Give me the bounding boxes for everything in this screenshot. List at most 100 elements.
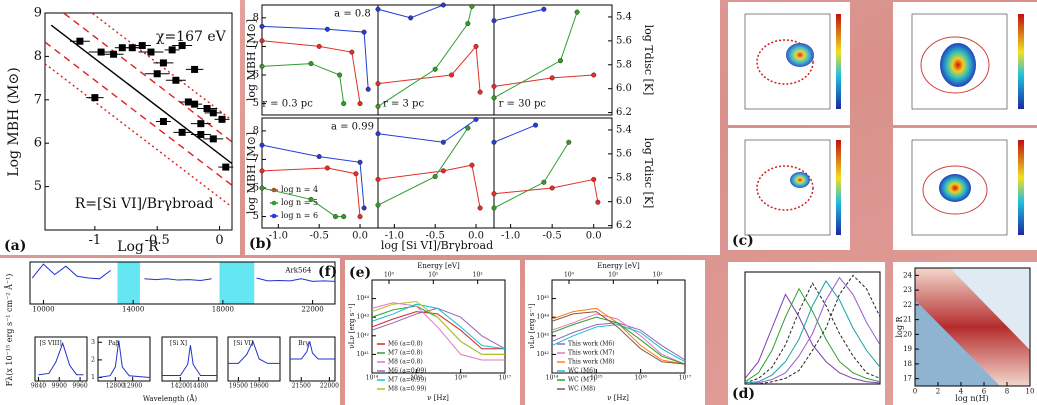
y-axis-label: νLν [erg s⁻¹] [528,303,536,348]
data-point [138,42,146,50]
annotation: χ=167 eV [156,29,227,45]
x-tick-label: 0.0 [468,231,484,242]
series-marker [432,174,438,180]
series-line [62,13,232,143]
x-tick-label: 9840 [31,382,46,389]
y-tick-label: 3 [91,339,95,346]
y2-tick-label: 5.8 [616,172,632,183]
series-marker [465,21,471,27]
series-marker [566,139,572,145]
series-marker [491,18,497,24]
y2-tick-label: 5.4 [616,124,632,135]
series-line [372,311,505,350]
x-tick-label: 14400 [189,382,208,389]
image-panel [728,128,850,250]
data-point [76,37,84,45]
series-marker [408,15,414,21]
annotation: Brγ [298,340,309,347]
series-marker [349,49,355,55]
y-tick-label: 7 [34,92,42,107]
panel-label: (a) [4,238,26,254]
series-line [378,164,481,209]
series-marker [595,199,601,205]
series-line [378,6,473,107]
series-marker [375,6,381,12]
data-point [110,50,118,58]
series-marker [549,75,555,81]
series-line [262,187,344,218]
y-tick-label: 17 [903,375,912,383]
y-tick-label: 5 [34,179,42,194]
data-point [147,48,155,56]
x-tick-label: -0.5 [543,231,562,242]
x2-tick-label: 10¹ [608,272,618,279]
series-marker [357,101,363,107]
legend-label: M8 (a=0.99) [388,386,427,393]
series-marker [259,185,265,191]
series-marker [477,205,483,211]
plot-frame [227,336,281,382]
y-tick-label: 9 [34,6,42,21]
series-marker [491,139,497,145]
plot-frame [44,12,233,231]
x-tick-label: 0.0 [586,231,602,242]
y-tick-label: 2 [91,356,95,363]
series-line [262,25,369,90]
series-line [45,41,232,186]
panel-label: (b) [249,236,272,252]
series-line [31,263,335,282]
data-point [168,46,176,54]
image-content [744,13,1024,236]
series-line [38,341,84,376]
plot-frame [744,271,881,385]
legend-label: log n = 4 [281,185,318,194]
y-axis-label: νLν [erg s⁻¹] [348,303,356,348]
series-marker [333,214,339,220]
data-point [178,128,186,136]
panel-label: (c) [732,233,754,249]
y-tick-label: 10⁴³ [537,332,550,339]
panel-e [525,260,705,405]
series-marker [337,72,343,78]
series-line [372,302,505,361]
legend-label: This work (M6) [568,341,615,348]
x-tick-label: 21500 [292,382,311,389]
legend-label: M8 (a=0.8) [388,359,423,366]
y-tick-label: 10⁴⁵ [537,295,550,302]
y-tick-label: 8 [34,49,42,64]
annotation: Ark564 [284,266,312,274]
plot-frame [551,279,686,374]
annotation: r = 30 pc [499,99,547,110]
series-marker [259,38,265,44]
series-marker [324,165,330,171]
x-tick-label: 6 [982,388,987,396]
series-line [262,167,361,217]
y-tick-label: 19 [903,345,912,353]
x-tick-label: 10¹⁵ [590,374,603,381]
data-point [191,100,199,108]
x-tick-label: -1.0 [501,231,520,242]
series-marker [473,116,479,122]
series-marker [365,86,371,92]
x-tick-label: 10¹⁶ [454,374,467,381]
series-line [378,45,481,93]
legend-label: This work (M8) [568,359,615,366]
x-tick-label: 19600 [250,382,269,389]
y2-tick-label: 5.6 [616,35,632,46]
y-axis-label: Fλ(x 10⁻¹⁵ erg s⁻¹ cm⁻² Å⁻¹) [5,274,14,387]
x-axis-label: log n(H) [955,394,988,403]
panel-a [0,0,240,255]
legend-label: M6 (a=0.99) [388,368,427,375]
shaded-band [117,262,140,304]
data-point [128,44,136,52]
x-tick-label: -0.5 [426,231,445,242]
y2-tick-label: 6.0 [616,196,632,207]
data-point [91,94,99,102]
data-point [209,109,217,117]
series-marker [491,83,497,89]
x-tick-label: 10¹⁷ [499,374,512,381]
x-tick-label: -1.0 [385,231,404,242]
series-marker [259,63,265,69]
plot-frame [493,4,613,116]
series-marker [574,9,580,15]
